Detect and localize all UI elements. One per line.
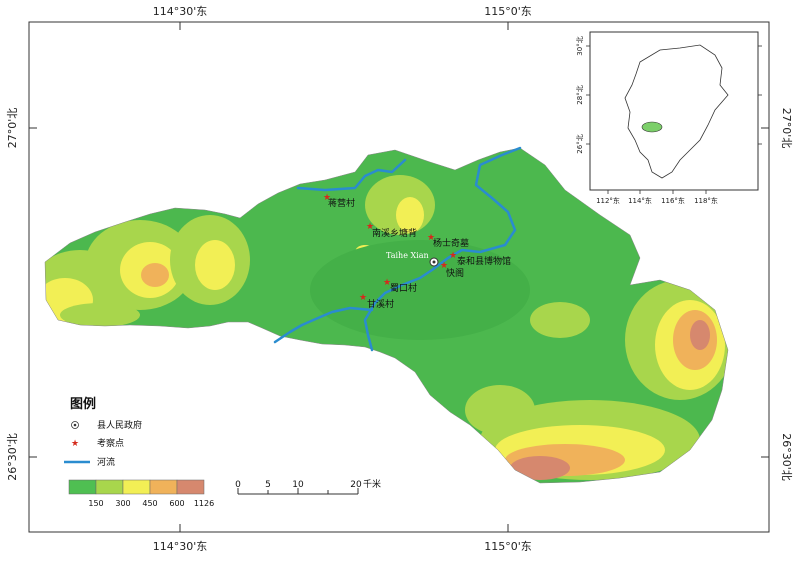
left-lat-label-1: 27°0'北: [6, 108, 19, 149]
inset-x-label-4: 118°东: [694, 196, 718, 205]
site-star-4: ★: [449, 251, 457, 261]
inset-y-label-3: 26°北: [576, 134, 584, 153]
scale-tick-0: 0: [235, 480, 241, 490]
top-lon-label-1: 114°30'东: [153, 5, 208, 18]
elevation-swatch-4: [149, 479, 178, 495]
site-star-1: ★: [323, 193, 331, 203]
site-star-2: ★: [366, 222, 374, 232]
site-label-5: 快阁: [446, 267, 464, 279]
province-outline: [624, 44, 729, 179]
legend-label-county-seat: 县人民政府: [97, 419, 142, 431]
inset-y-label-2: 28°北: [576, 85, 584, 104]
right-lat-label-2: 26°30'北: [780, 433, 793, 481]
inset-x-label-3: 116°东: [661, 196, 685, 205]
elevation-break-4: 600: [169, 499, 184, 508]
scale-tick-20: 20: [350, 480, 362, 490]
site-star-3: ★: [427, 233, 435, 243]
legend-title: 图例: [70, 396, 96, 412]
elevation-swatch-1: [68, 479, 97, 495]
county-name-label: Taihe Xian: [386, 251, 429, 260]
site-label-3: 杨士奇墓: [433, 237, 469, 249]
county-seat-marker: [429, 257, 439, 267]
bottom-lon-label-1: 114°30'东: [153, 540, 208, 553]
inset-y-label-1: 30°北: [576, 36, 584, 55]
bottom-lon-label-2: 115°0'东: [484, 540, 532, 553]
site-label-6: 蜀口村: [390, 282, 417, 294]
elevation-break-1: 150: [88, 499, 103, 508]
site-star-5: ★: [440, 261, 448, 271]
elevation-break-3: 450: [142, 499, 157, 508]
site-label-7: 甘溪村: [367, 298, 394, 310]
site-label-2: 南溪乡塘背: [372, 227, 417, 239]
inset-frame: [589, 31, 759, 191]
left-lat-label-2: 26°30'北: [6, 433, 19, 481]
county-boundary: [44, 147, 729, 484]
scale-tick-5: 5: [265, 480, 271, 490]
study-area-highlight: [641, 121, 663, 133]
elevation-swatch-3: [122, 479, 151, 495]
county-seat-icon: [71, 421, 79, 429]
legend-label-site: 考察点: [97, 437, 124, 449]
elevation-break-5: 1126: [194, 499, 214, 508]
river-gan: [273, 146, 522, 352]
frame-ticks: [29, 22, 769, 532]
inset-x-label-1: 112°东: [596, 196, 620, 205]
scale-tick-10: 10: [292, 480, 304, 490]
elevation-color-ramp: [68, 479, 205, 495]
inset-x-label-2: 114°东: [628, 196, 652, 205]
top-lon-label-2: 115°0'东: [484, 5, 532, 18]
scale-unit: 千米: [363, 478, 381, 490]
site-star-7: ★: [359, 293, 367, 303]
elevation-break-2: 300: [115, 499, 130, 508]
site-markers: ★ ★ ★ ★ ★ ★ ★: [323, 193, 457, 303]
site-label-4: 泰和县博物馆: [457, 255, 511, 267]
elevation-swatch-5: [176, 479, 205, 495]
legend-label-river: 河流: [97, 456, 115, 468]
right-lat-label-1: 27°0'北: [780, 108, 793, 149]
site-label-1: 蒋营村: [328, 197, 355, 209]
legend: 图例 县人民政府 ★ 考察点 河流 150 300 450 600 1126: [64, 396, 214, 508]
inset-map: 112°东 114°东 116°东 118°东 30°北 28°北 26°北: [576, 31, 762, 205]
site-star-6: ★: [383, 278, 391, 288]
elevation-swatch-2: [95, 479, 124, 495]
star-icon: ★: [71, 439, 79, 449]
scale-bar: 0 5 10 20 千米: [235, 478, 381, 495]
